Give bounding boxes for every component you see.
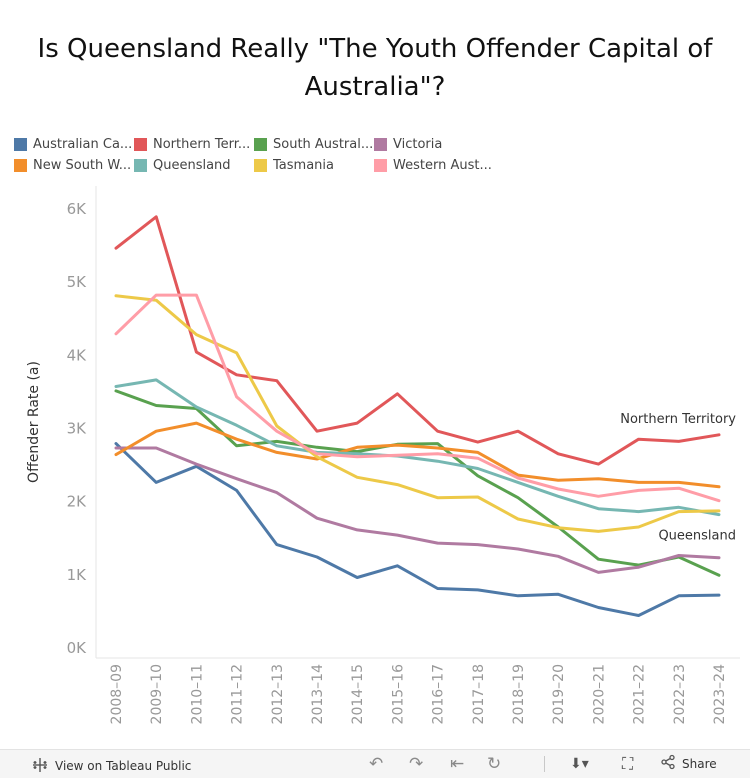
y-axis-title: Offender Rate (a) bbox=[26, 361, 42, 483]
redo-icon[interactable]: ↷ bbox=[409, 754, 424, 774]
legend-swatch bbox=[374, 138, 387, 151]
series-line bbox=[114, 215, 721, 466]
revert-icon[interactable]: ⇤ bbox=[450, 754, 465, 774]
share-label: Share bbox=[682, 757, 717, 771]
y-tick-label: 0K bbox=[67, 639, 88, 657]
x-tick-label: 2009–10 bbox=[149, 664, 165, 724]
x-tick-label: 2012–13 bbox=[270, 664, 286, 724]
toolbar-divider bbox=[544, 756, 545, 772]
x-tick-label: 2010–11 bbox=[189, 664, 205, 724]
x-tick-label: 2022–23 bbox=[672, 664, 688, 724]
undo-icon[interactable]: ↶ bbox=[369, 754, 384, 774]
legend-item[interactable]: Queensland bbox=[134, 157, 254, 174]
series-line bbox=[114, 442, 721, 617]
legend-swatch bbox=[134, 138, 147, 151]
download-icon[interactable]: ⬇▾ bbox=[570, 756, 589, 772]
legend-item[interactable]: South Austral... bbox=[254, 136, 374, 153]
legend-swatch bbox=[254, 138, 267, 151]
tableau-logo-icon bbox=[32, 757, 48, 775]
x-tick-label: 2020–21 bbox=[591, 664, 607, 724]
y-tick-label: 2K bbox=[67, 493, 88, 511]
y-tick-label: 4K bbox=[67, 346, 88, 364]
annotation-northern-territory: Northern Territory bbox=[620, 412, 736, 427]
series-line bbox=[114, 378, 721, 517]
x-tick-label: 2008–09 bbox=[109, 664, 125, 724]
view-on-tableau-label: View on Tableau Public bbox=[55, 759, 192, 773]
line-chart: 0K 1K 2K 3K 4K 5K 6K Offender Rate (a) 2008–09 20… bbox=[26, 186, 740, 725]
x-tick-label: 2019–20 bbox=[551, 664, 567, 724]
x-tick-label: 2018–19 bbox=[511, 664, 527, 724]
refresh-icon[interactable]: ↻ bbox=[487, 754, 502, 774]
x-tick-label: 2014–15 bbox=[350, 664, 366, 724]
tableau-toolbar: View on Tableau Public ↶ ↷ ⇤ ↻ ⬇▾ ⛶ Shar… bbox=[0, 749, 750, 778]
series-line bbox=[114, 446, 721, 574]
y-tick-label: 3K bbox=[67, 420, 88, 438]
x-tick-label: 2015–16 bbox=[390, 664, 406, 725]
legend-item[interactable]: Tasmania bbox=[254, 157, 374, 174]
series-line bbox=[114, 421, 721, 489]
legend: Australian Ca... Northern Terr... South Au… bbox=[14, 136, 534, 174]
x-tick-label: 2011–12 bbox=[230, 664, 246, 724]
annotation-queensland: Queensland bbox=[658, 529, 736, 544]
chart-title: Is Queensland Really "The Youth Offender… bbox=[37, 34, 713, 102]
x-tick-label: 2017–18 bbox=[471, 664, 487, 724]
legend-swatch bbox=[374, 159, 387, 172]
share-button[interactable]: Share bbox=[660, 754, 717, 772]
legend-item[interactable]: Northern Terr... bbox=[134, 136, 254, 153]
legend-swatch bbox=[134, 159, 147, 172]
legend-item[interactable]: Victoria bbox=[374, 136, 494, 153]
fullscreen-icon[interactable]: ⛶ bbox=[622, 754, 634, 773]
series-line bbox=[114, 293, 721, 503]
y-tick-label: 5K bbox=[67, 273, 88, 291]
legend-swatch bbox=[14, 159, 27, 172]
legend-item[interactable]: Western Aust... bbox=[374, 157, 494, 174]
x-tick-label: 2021–22 bbox=[632, 664, 648, 724]
x-tick-label: 2016–17 bbox=[431, 664, 447, 724]
x-tick-label: 2023–24 bbox=[712, 664, 728, 725]
legend-item[interactable]: New South W... bbox=[14, 157, 134, 174]
legend-swatch bbox=[14, 138, 27, 151]
view-on-tableau-link[interactable]: View on Tableau Public bbox=[32, 757, 191, 775]
x-tick-label: 2013–14 bbox=[310, 664, 326, 725]
legend-item[interactable]: Australian Ca... bbox=[14, 136, 134, 153]
y-tick-label: 1K bbox=[67, 566, 88, 584]
legend-swatch bbox=[254, 159, 267, 172]
y-tick-label: 6K bbox=[67, 200, 88, 218]
series-line bbox=[114, 389, 721, 577]
share-icon bbox=[660, 754, 676, 772]
